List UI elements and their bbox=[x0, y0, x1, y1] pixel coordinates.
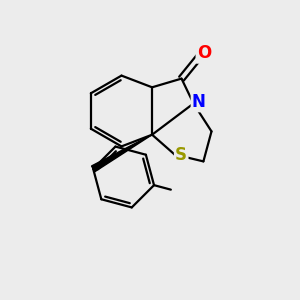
Polygon shape bbox=[92, 135, 152, 172]
Text: O: O bbox=[197, 44, 211, 62]
Text: N: N bbox=[192, 93, 206, 111]
Text: S: S bbox=[175, 146, 187, 164]
